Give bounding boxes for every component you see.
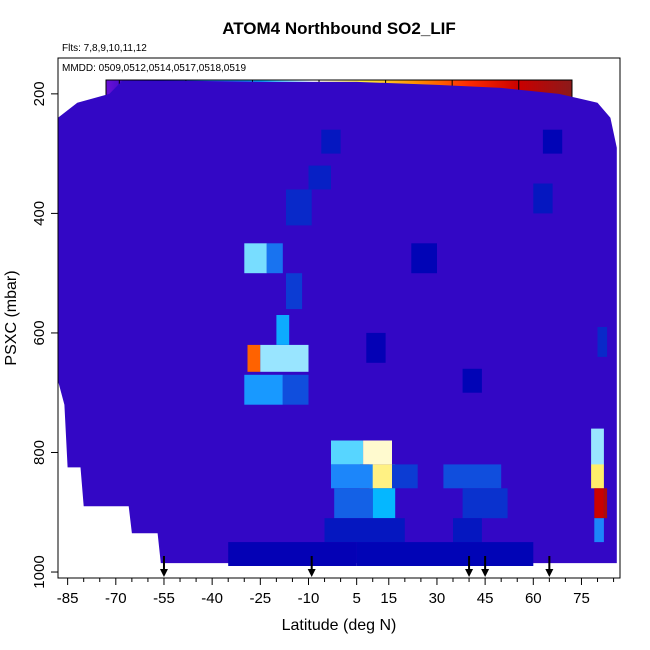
x-tick-label: -85: [57, 590, 79, 607]
heatmap-cell: [594, 488, 604, 519]
heatmap-cell: [603, 488, 608, 519]
x-tick-label: -55: [153, 590, 175, 607]
heatmap-cell: [286, 189, 312, 226]
x-axis: -85 -70 -55 -40 -25 -10 5 15 30 45 60 75: [57, 577, 615, 607]
x-tick-label: -25: [249, 590, 271, 607]
y-tick-label: 800: [31, 440, 48, 465]
heatmap-cell: [453, 518, 482, 543]
flight-arrow-head: [159, 569, 168, 577]
x-tick-label: -70: [105, 590, 127, 607]
heatmap-cell: [369, 464, 396, 489]
heatmap-cell: [247, 344, 261, 372]
heatmap-cell: [266, 243, 283, 274]
x-tick-label: -10: [298, 590, 320, 607]
heatmap-cell: [334, 488, 373, 519]
heatmap-cell: [372, 488, 396, 519]
heatmap-cell: [356, 542, 534, 566]
y-axis: 200 400 600 800 1000: [31, 81, 58, 589]
heatmap-cell: [286, 273, 303, 310]
heatmap-area: [58, 80, 617, 566]
heatmap-cell: [366, 332, 386, 363]
y-tick-label: 400: [31, 201, 48, 226]
flights-subtitle: Flts: 7,8,9,10,11,12: [62, 43, 147, 54]
flight-arrow-head: [307, 569, 316, 577]
chart-title: ATOM4 Northbound SO2_LIF: [222, 19, 456, 38]
heatmap-cell: [260, 344, 309, 372]
heatmap-cell: [308, 165, 331, 190]
heatmap-cell: [591, 428, 604, 465]
x-tick-label: -40: [201, 590, 223, 607]
heatmap-cell: [363, 440, 392, 465]
heatmap-cell: [542, 129, 563, 154]
heatmap-cell: [392, 464, 418, 489]
flight-arrow-head: [465, 569, 474, 577]
x-axis-label: Latitude (deg N): [282, 617, 397, 634]
heatmap-cell: [282, 374, 309, 405]
heatmap-cell: [533, 183, 553, 214]
y-axis-label: PSXC (mbar): [3, 270, 20, 365]
y-tick-label: 1000: [31, 555, 48, 588]
heatmap-cell: [331, 464, 373, 489]
heatmap-cell: [321, 129, 341, 154]
x-tick-label: 15: [380, 590, 397, 607]
heatmap-background: [58, 80, 617, 564]
heatmap-cell: [276, 315, 290, 345]
y-tick-label: 200: [31, 81, 48, 106]
x-tick-label: 75: [573, 590, 590, 607]
heatmap-cell: [244, 243, 267, 274]
flight-arrow-head: [545, 569, 554, 577]
flight-arrow-head: [481, 569, 490, 577]
heatmap-cell: [443, 464, 502, 489]
heatmap-cell: [331, 440, 364, 465]
heatmap-cell: [591, 464, 604, 489]
x-tick-label: 30: [429, 590, 446, 607]
heatmap-cell: [597, 327, 608, 357]
heatmap-cell: [462, 368, 482, 393]
heatmap-cell: [228, 542, 357, 566]
heatmap-cell: [324, 518, 405, 543]
dates-subtitle: MMDD: 0509,0512,0514,0517,0518,0519: [62, 63, 246, 74]
x-tick-label: 5: [352, 590, 360, 607]
flight-arrows: [159, 556, 554, 577]
x-tick-label: 60: [525, 590, 542, 607]
heatmap-cell: [594, 518, 604, 543]
heatmap-cell: [244, 374, 283, 405]
y-tick-label: 600: [31, 320, 48, 345]
heatmap-cell: [462, 488, 508, 519]
heatmap-cell: [411, 243, 437, 274]
x-tick-label: 45: [477, 590, 494, 607]
